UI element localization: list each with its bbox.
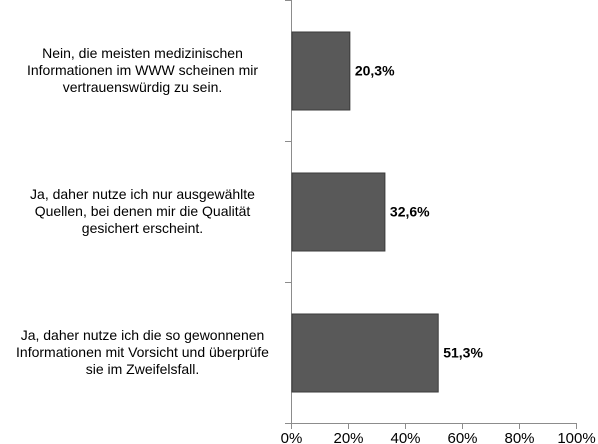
category-label-line: Ja, daher nutze ich nur ausgewählte [30,186,255,202]
category-label: Ja, daher nutze ich nur ausgewählte Quell… [0,186,285,237]
category-label-line: sie im Zweifelsfall. [85,361,200,377]
x-tick-label: 60% [447,430,477,444]
category-label-line: vertrauenswürdig zu sein. [62,79,223,95]
category-label-line: Ja, daher nutze ich die so gewonnenen [20,327,265,343]
x-tick-label: 100% [557,430,595,444]
category-label-line: Quellen, bei denen mir die Qualität [34,203,251,219]
bar [291,31,351,111]
bar [291,172,386,252]
data-label: 20,3% [355,63,395,79]
bar [291,313,439,393]
data-label: 32,6% [390,204,430,220]
category-label: Nein, die meisten medizinischen Informati… [0,45,285,96]
category-label: Ja, daher nutze ich die so gewonnenen Inf… [0,327,285,378]
category-label-line: gesichert erscheint. [81,220,204,236]
x-tick-label: 40% [390,430,420,444]
x-tick-label: 80% [504,430,534,444]
category-label-line: Informationen im WWW scheinen mir [26,62,259,78]
category-label-line: Nein, die meisten medizinischen [42,45,243,61]
x-tick-label: 20% [333,430,363,444]
x-tick-label: 0% [281,430,303,444]
data-label: 51,3% [443,345,483,361]
category-label-line: Informationen mit Vorsicht und überprüfe [16,344,269,360]
